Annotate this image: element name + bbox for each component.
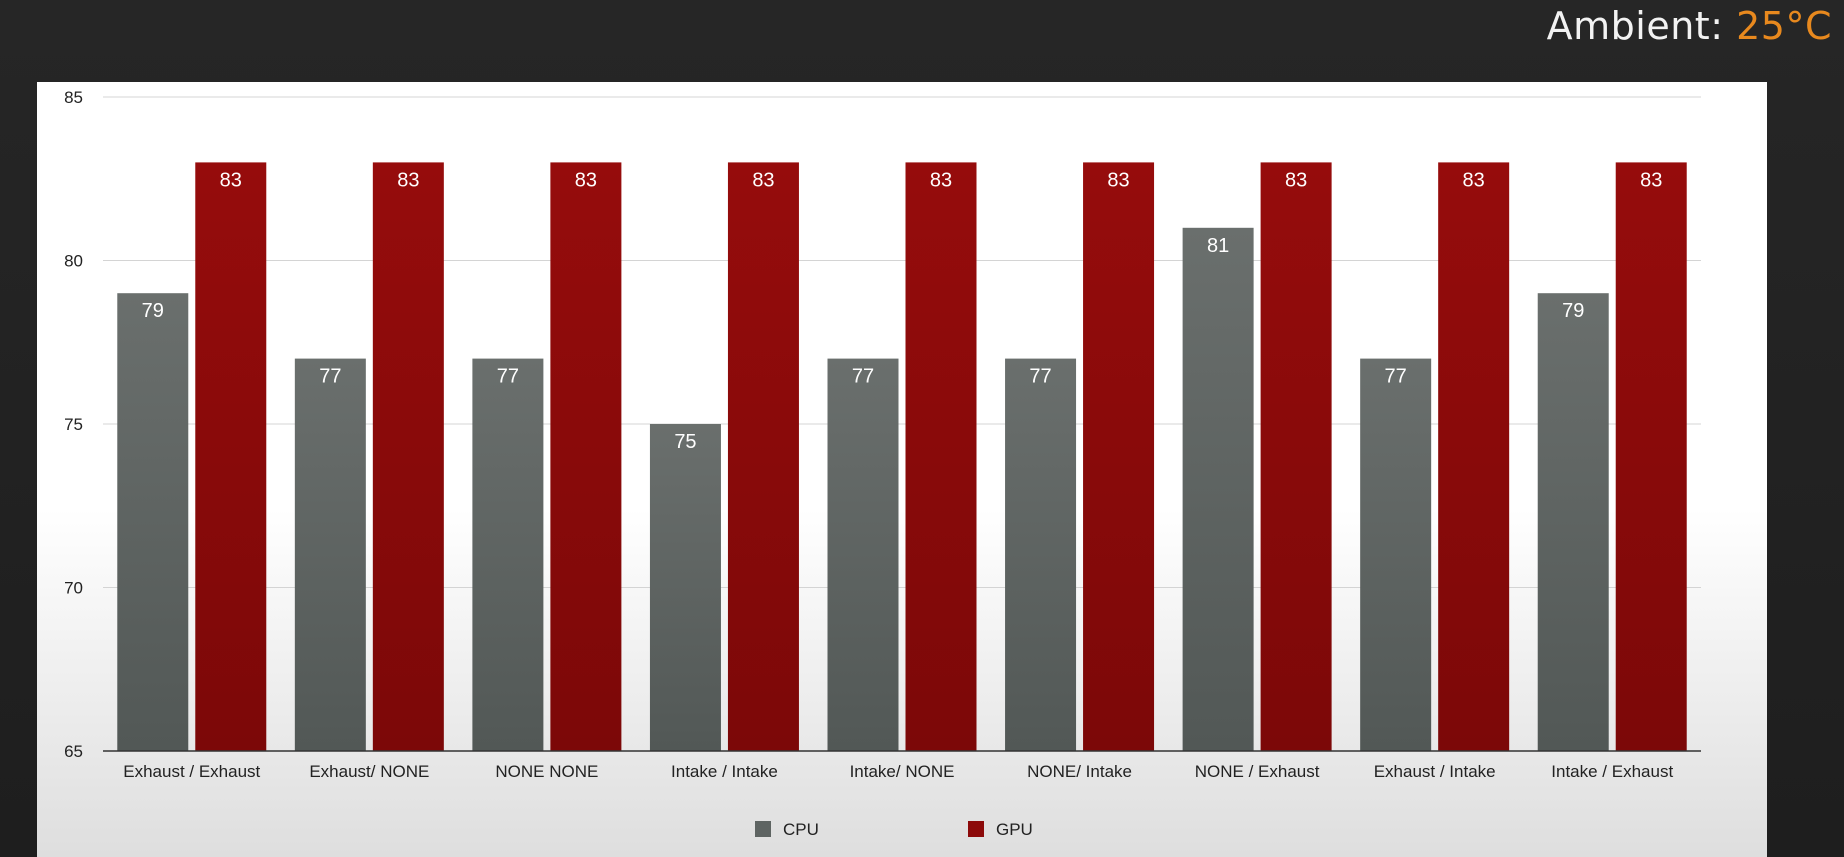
x-category-label: NONE/ Intake [1027,762,1132,781]
data-label-gpu: 83 [1285,169,1307,191]
data-label-gpu: 83 [220,169,242,191]
legend-label-gpu: GPU [996,820,1033,839]
bar-cpu [117,293,189,751]
x-category-label: Intake / Intake [671,762,778,781]
y-tick-label: 80 [64,252,83,271]
x-category-label: Exhaust / Intake [1374,762,1496,781]
bar-gpu [372,162,444,751]
x-category-label: Exhaust / Exhaust [123,762,260,781]
bar-cpu [1537,293,1609,751]
x-category-label: NONE NONE [495,762,598,781]
bar-gpu [905,162,977,751]
y-axis-ticks: 65 70 75 80 85 [64,88,83,761]
bar-gpu [1083,162,1155,751]
gridlines [103,96,1701,588]
bar-gpu [1438,162,1510,751]
ambient-label: Ambient: [1546,4,1724,48]
y-tick-label: 85 [64,88,83,107]
legend: CPU GPU [755,820,1033,839]
data-label-cpu: 77 [1029,366,1051,388]
x-axis-labels: Exhaust / Exhaust Exhaust/ NONE NONE NONE I… [123,762,1673,781]
bar-gpu [195,162,267,751]
y-tick-label: 75 [64,415,83,434]
legend-label-cpu: CPU [783,820,819,839]
bar-gpu [727,162,799,751]
data-label-cpu: 75 [674,431,696,453]
x-category-label: Intake / Exhaust [1551,762,1673,781]
legend-swatch-cpu [755,821,771,837]
bar-cpu [1005,358,1077,751]
bar-cpu [472,358,544,751]
bars: 79 83 77 83 77 83 75 83 77 83 77 83 81 83 77 83 79 83 [117,162,1687,752]
legend-swatch-gpu [968,821,984,837]
data-label-gpu: 83 [1463,169,1485,191]
chart-panel: 65 70 75 80 85 79 83 77 83 77 83 75 83 77 83 77 83 81 83 7… [37,82,1767,857]
bar-cpu [294,358,366,751]
data-label-gpu: 83 [752,169,774,191]
y-tick-label: 70 [64,579,83,598]
x-category-label: NONE / Exhaust [1195,762,1320,781]
bar-cpu [1360,358,1432,751]
bar-cpu [1182,227,1254,752]
ambient-readout: Ambient: 25°C [1547,4,1832,48]
x-category-label: Exhaust/ NONE [309,762,429,781]
bar-gpu [1260,162,1332,751]
data-label-cpu: 77 [497,366,519,388]
data-label-cpu: 77 [319,366,341,388]
data-label-gpu: 83 [930,169,952,191]
data-label-cpu: 79 [1562,300,1584,322]
data-label-cpu: 81 [1207,235,1229,257]
data-label-cpu: 77 [852,366,874,388]
data-label-cpu: 77 [1385,366,1407,388]
ambient-value: 25°C [1736,4,1832,48]
bar-gpu [1615,162,1687,751]
y-tick-label: 65 [64,742,83,761]
bar-gpu [550,162,622,751]
data-label-gpu: 83 [397,169,419,191]
data-label-gpu: 83 [575,169,597,191]
data-label-cpu: 79 [142,300,164,322]
bar-cpu [649,424,721,751]
x-category-label: Intake/ NONE [850,762,955,781]
data-label-gpu: 83 [1640,169,1662,191]
bar-cpu [827,358,899,751]
data-label-gpu: 83 [1107,169,1129,191]
